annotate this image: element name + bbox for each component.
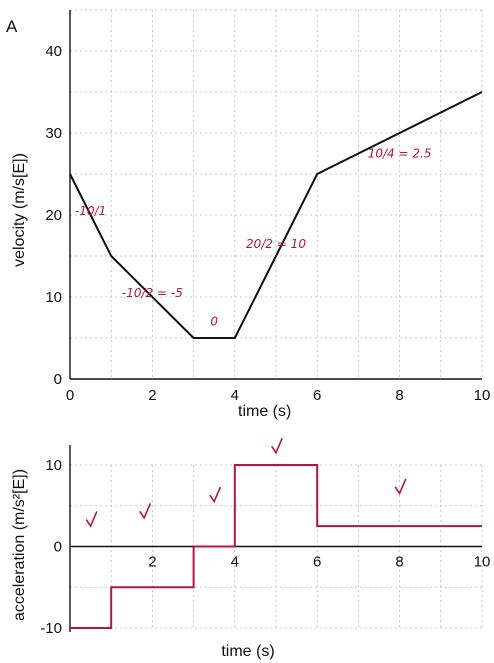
slope-annotation: -10/2 = -5 [122, 286, 183, 300]
slope-annotation: 20/2 = 10 [246, 237, 306, 251]
x-tick-label: 10 [474, 554, 491, 571]
x-tick-label: 6 [313, 387, 321, 404]
velocity-grid [70, 9, 483, 379]
y-tick-label: 10 [45, 289, 62, 306]
velocity-annotations: -10/1 -10/2 = -5 0 20/2 = 10 10/4 = 2.5 [75, 147, 432, 329]
velocity-time-chart: 0 2 4 6 8 10 0 10 20 30 40 -10/1 -10/2 = -5 0 20/2 = … [6, 9, 490, 420]
x-tick-label: 4 [231, 554, 239, 571]
check-mark-icon [139, 503, 151, 520]
check-mark-icon [271, 437, 283, 455]
velocity-line [69, 91, 483, 339]
check-mark-icon [85, 511, 98, 528]
x-tick-label: 0 [66, 387, 74, 404]
y-tick-label: 0 [54, 539, 62, 556]
check-mark-icon [394, 478, 407, 496]
x-tick-label: 8 [395, 554, 403, 571]
acceleration-step-line [70, 464, 482, 629]
velocity-series [69, 91, 483, 339]
y-tick-label: 20 [45, 207, 62, 224]
panel-label: A [6, 17, 18, 36]
x-tick-label: 2 [148, 554, 156, 571]
x-tick-label: 4 [231, 387, 239, 404]
y-tick-label: 10 [45, 457, 62, 474]
velocity-y-axis-title: velocity (m/s[E]) [11, 153, 28, 267]
x-tick-label: 10 [474, 387, 491, 404]
slope-annotation: 10/4 = 2.5 [368, 147, 432, 161]
x-tick-label: 2 [148, 387, 156, 404]
y-tick-label: 40 [45, 43, 62, 60]
velocity-x-axis-title: time (s) [238, 403, 291, 420]
acceleration-tick-labels: 2 4 6 8 10 -10 0 10 [40, 457, 490, 637]
slope-annotation: 0 [210, 315, 218, 329]
x-tick-label: 8 [395, 387, 403, 404]
y-tick-label: 30 [45, 125, 62, 142]
acceleration-time-chart: 2 4 6 8 10 -10 0 10 time (s) acceleration (m/s²… [11, 437, 490, 660]
acceleration-series [70, 464, 482, 629]
acceleration-axes [69, 445, 482, 632]
acceleration-x-axis-title: time (s) [221, 643, 274, 660]
x-tick-label: 6 [313, 554, 321, 571]
acceleration-y-axis-title: acceleration (m/s²[E]) [11, 469, 28, 621]
y-tick-label: -10 [40, 620, 62, 637]
velocity-tick-labels: 0 2 4 6 8 10 0 10 20 30 40 [45, 43, 490, 404]
slope-annotation: -10/1 [75, 204, 106, 218]
y-tick-label: 0 [54, 371, 62, 388]
check-mark-icon [209, 486, 221, 504]
acceleration-check-marks [85, 437, 407, 528]
velocity-axes [69, 10, 482, 380]
